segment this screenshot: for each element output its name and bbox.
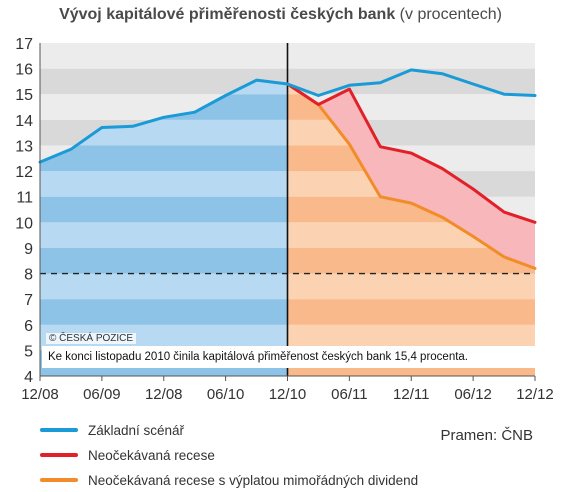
source-note: Pramen: ČNB bbox=[440, 427, 533, 444]
legend-item-baseline: Základní scénář bbox=[40, 423, 184, 438]
x-tick-label: 12/11 bbox=[393, 386, 429, 403]
y-tick-label: 15 bbox=[15, 87, 33, 104]
dividend-area-band bbox=[287, 299, 535, 325]
y-tick-label: 4 bbox=[24, 369, 33, 386]
series-line-recession bbox=[286, 82, 537, 224]
legend-item-recession: Neočekávaná recese bbox=[40, 448, 215, 463]
chart-title-unit: (v procentech) bbox=[399, 6, 502, 23]
history-area-band bbox=[40, 273, 288, 300]
y-tick-label: 17 bbox=[15, 36, 33, 53]
x-tick-label: 12/08 bbox=[145, 386, 183, 403]
legend-swatch-dividend bbox=[40, 478, 78, 483]
history-area-band bbox=[40, 247, 288, 274]
x-tick-label: 12/08 bbox=[21, 386, 59, 403]
x-tick-label: 06/09 bbox=[83, 386, 121, 403]
chart-title-main: Vývoj kapitálové přiměřenosti českých ba… bbox=[59, 6, 396, 23]
y-tick-label: 7 bbox=[24, 292, 33, 309]
history-area-band bbox=[40, 222, 288, 248]
y-tick-label: 14 bbox=[15, 113, 33, 130]
history-area-band bbox=[40, 299, 288, 325]
legend-swatch-recession bbox=[40, 453, 78, 458]
history-area-band bbox=[40, 171, 288, 197]
y-tick-label: 12 bbox=[15, 164, 33, 181]
x-tick-label: 06/11 bbox=[331, 386, 367, 403]
series-line-dividend bbox=[286, 82, 537, 270]
legend-swatch-baseline bbox=[40, 428, 78, 433]
chart-title: Vývoj kapitálové přiměřenosti českých ba… bbox=[0, 6, 561, 24]
x-tick-label: 06/10 bbox=[207, 386, 245, 403]
copyright-note: © ČESKÁ POZICE bbox=[46, 333, 137, 344]
y-tick-label: 8 bbox=[24, 267, 33, 284]
chart-caption: Ke konci listopadu 2010 činila kapitálov… bbox=[42, 346, 535, 368]
dividend-area-band bbox=[287, 273, 535, 300]
legend-label-recession: Neočekávaná recese bbox=[88, 448, 215, 463]
x-tick-label: 12/10 bbox=[269, 386, 307, 403]
y-tick-label: 11 bbox=[16, 190, 33, 207]
history-area-band bbox=[40, 145, 288, 172]
dividend-area-band bbox=[287, 247, 535, 274]
x-tick-label: 06/12 bbox=[454, 386, 492, 403]
legend-label-dividend: Neočekávaná recese s výplatou mimořádnýc… bbox=[88, 473, 419, 488]
y-tick-label: 5 bbox=[24, 343, 33, 360]
legend-label-baseline: Základní scénář bbox=[88, 423, 185, 438]
y-tick-label: 10 bbox=[15, 215, 33, 232]
y-tick-label: 9 bbox=[24, 241, 33, 258]
x-tick-label: 12/12 bbox=[516, 386, 554, 403]
y-tick-label: 6 bbox=[24, 318, 33, 335]
legend-item-dividend: Neočekávaná recese s výplatou mimořádnýc… bbox=[40, 473, 418, 488]
y-tick-label: 16 bbox=[15, 62, 33, 79]
history-area-band bbox=[40, 196, 288, 223]
series-line-baseline bbox=[38, 68, 537, 164]
y-tick-label: 13 bbox=[15, 138, 33, 155]
recession-gap-area bbox=[287, 84, 535, 269]
